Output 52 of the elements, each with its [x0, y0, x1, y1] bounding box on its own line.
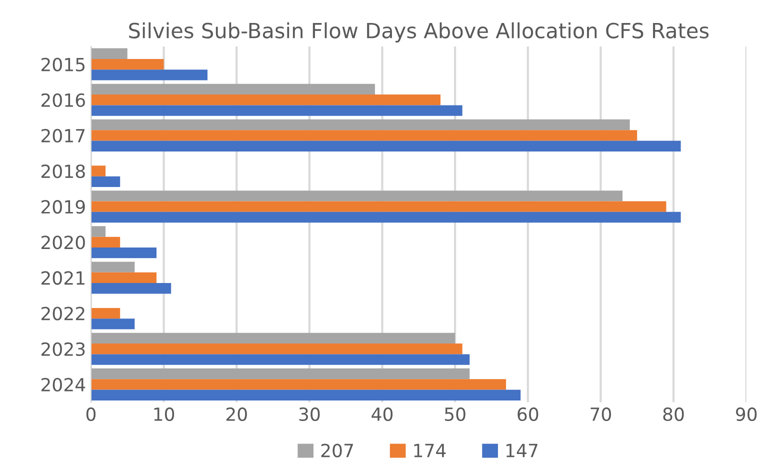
legend-label: 147: [506, 444, 538, 458]
bar: [90, 48, 128, 59]
bar: [90, 94, 440, 106]
y-tick-label: 2020: [41, 236, 85, 250]
x-tick-label: 20: [226, 407, 247, 422]
bar: [90, 272, 157, 284]
bar: [90, 390, 521, 400]
bar: [90, 190, 623, 202]
x-tick-label: 40: [372, 407, 393, 422]
bar: [90, 262, 135, 272]
y-tick-label: 2015: [41, 58, 85, 72]
bar: [90, 332, 456, 344]
bar: [90, 166, 106, 176]
chart-title: Silvies Sub-Basin Flow Days Above Allocation CFS Rates: [129, 22, 709, 42]
bar: [90, 236, 120, 248]
bar: [90, 354, 470, 365]
y-tick-label: 2018: [41, 164, 85, 178]
y-tick-label: 2024: [41, 378, 86, 392]
bar: [90, 379, 506, 390]
x-tick-label: 70: [590, 407, 611, 422]
bar: [90, 176, 120, 188]
bar: [90, 130, 638, 141]
bar: [90, 344, 462, 354]
y-tick-label: 2023: [41, 342, 85, 356]
bar: [90, 84, 375, 95]
x-tick-label: 30: [299, 407, 320, 422]
bar: [90, 308, 120, 319]
bar: [90, 70, 208, 80]
y-tick-label: 2019: [41, 200, 85, 214]
bar: [90, 318, 135, 330]
bar: [90, 119, 630, 130]
bar: [90, 212, 681, 223]
x-tick-label: 0: [86, 407, 96, 422]
bar: [90, 58, 164, 70]
legend-label: 174: [414, 444, 446, 458]
bar: [90, 105, 462, 116]
bar: [90, 226, 106, 237]
bar: [90, 368, 470, 380]
y-tick-label: 2016: [41, 93, 85, 107]
x-tick-label: 10: [154, 407, 174, 422]
bar: [90, 247, 157, 258]
y-tick-label: 2017: [41, 128, 85, 143]
x-tick-label: 90: [736, 407, 757, 422]
y-tick-label: 2022: [41, 306, 84, 320]
x-tick-label: 60: [518, 407, 538, 422]
bar: [90, 201, 666, 212]
bar: [90, 140, 681, 152]
x-tick-label: 80: [663, 407, 684, 422]
y-tick-label: 2021: [41, 271, 84, 285]
x-tick-label: 50: [444, 407, 466, 422]
legend-label: 207: [321, 444, 353, 458]
bar: [90, 283, 172, 294]
